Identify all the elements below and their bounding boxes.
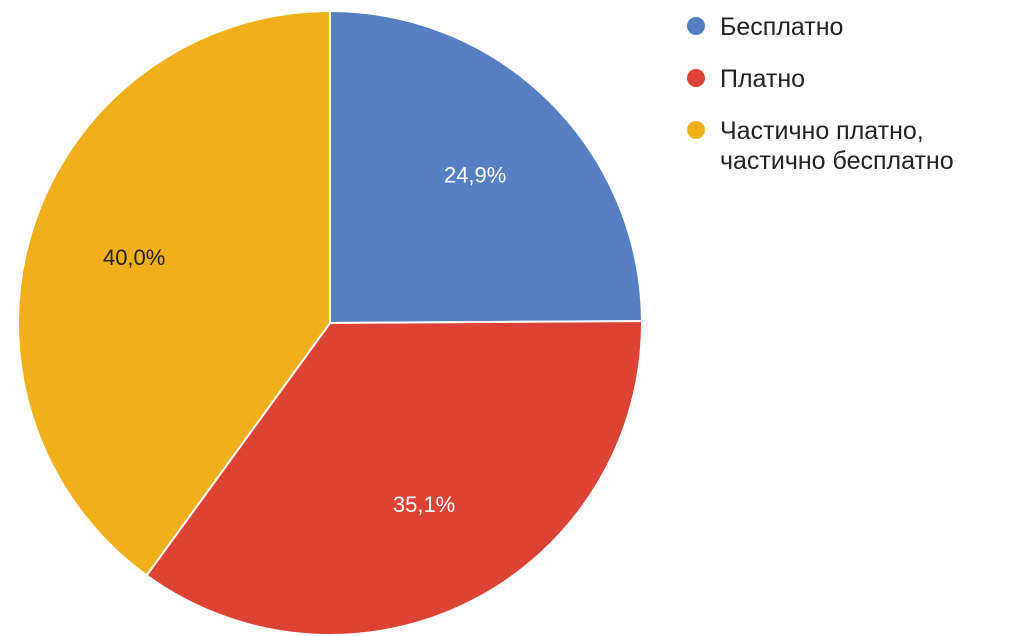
chart-legend: Бесплатно Платно Частично платно,частично … — [687, 13, 954, 175]
pie-slice-label-2: 35,1% — [393, 492, 455, 517]
pie-slice-2 — [145, 320, 643, 636]
legend-marker-3 — [687, 121, 705, 139]
pie-slices — [17, 9, 644, 636]
pie-slice-labels: 24,9% 35,1% 40,0% — [103, 163, 506, 517]
legend-label-3-line-1: Частично платно, — [720, 117, 924, 145]
legend-marker-1 — [687, 17, 705, 35]
pie-slice-3 — [17, 9, 331, 577]
pie-slice-label-3: 40,0% — [103, 245, 165, 270]
legend-label-3-line-2: частично бесплатно — [720, 147, 954, 175]
pie-slice-1 — [329, 9, 644, 325]
legend-label-2: Платно — [720, 65, 805, 93]
pie-slice-label-1: 24,9% — [444, 163, 506, 188]
legend-marker-2 — [687, 69, 705, 87]
legend-label-1: Бесплатно — [720, 13, 843, 41]
